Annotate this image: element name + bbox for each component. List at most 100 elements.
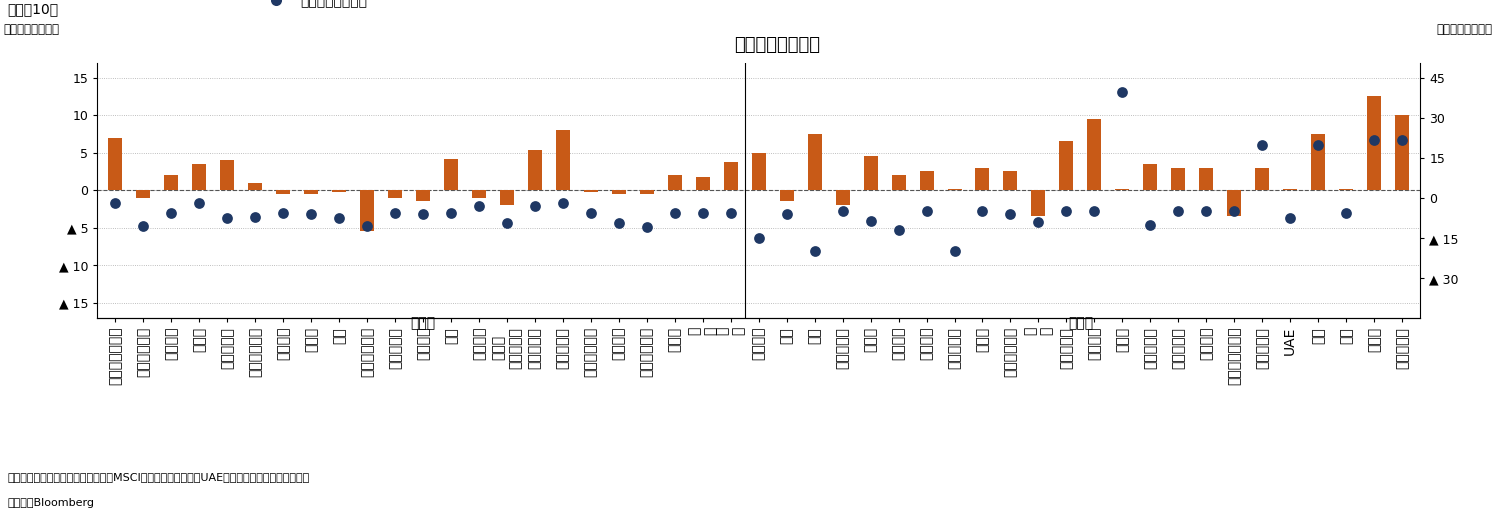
Point bbox=[1166, 207, 1190, 216]
Bar bbox=[220, 160, 235, 190]
Point bbox=[1223, 207, 1247, 216]
Bar bbox=[919, 171, 933, 190]
Bar bbox=[528, 151, 541, 190]
Point bbox=[1195, 207, 1218, 216]
Point bbox=[523, 202, 547, 210]
Bar bbox=[1256, 168, 1269, 190]
Point bbox=[132, 222, 155, 230]
Bar bbox=[108, 138, 123, 190]
Point bbox=[1138, 220, 1162, 229]
Bar bbox=[1003, 171, 1018, 190]
Bar bbox=[724, 163, 737, 190]
Point bbox=[1390, 135, 1414, 144]
Bar bbox=[1340, 189, 1353, 190]
Legend: 前月末比, 前年末比（右軸）: 前月末比, 前年末比（右軸） bbox=[256, 0, 374, 14]
Bar bbox=[332, 190, 347, 192]
Bar bbox=[1032, 190, 1045, 216]
Point bbox=[579, 208, 602, 217]
Bar bbox=[1311, 134, 1325, 190]
Bar bbox=[780, 190, 794, 202]
Point bbox=[160, 208, 184, 217]
Text: （資料）Bloomberg: （資料）Bloomberg bbox=[7, 498, 94, 508]
Bar bbox=[472, 190, 486, 197]
Point bbox=[1250, 141, 1274, 149]
Point bbox=[999, 210, 1023, 218]
Point bbox=[440, 208, 463, 217]
Text: （前月末比、％）: （前月末比、％） bbox=[3, 23, 58, 36]
Bar bbox=[1199, 168, 1214, 190]
Bar bbox=[1060, 141, 1073, 190]
Point bbox=[803, 247, 827, 255]
Point bbox=[244, 213, 268, 221]
Bar bbox=[640, 190, 653, 194]
Point bbox=[1027, 218, 1051, 226]
Point bbox=[1278, 214, 1302, 222]
Point bbox=[495, 219, 519, 228]
Bar bbox=[976, 168, 990, 190]
Text: 先進国: 先進国 bbox=[411, 316, 435, 330]
Point bbox=[356, 222, 380, 230]
Bar bbox=[891, 175, 906, 190]
Point bbox=[858, 217, 882, 225]
Bar bbox=[389, 190, 402, 197]
Point bbox=[1362, 135, 1386, 144]
Bar bbox=[864, 156, 878, 190]
Point bbox=[831, 207, 855, 216]
Bar bbox=[807, 134, 822, 190]
Point bbox=[271, 208, 295, 217]
Bar bbox=[1171, 168, 1186, 190]
Bar bbox=[695, 177, 710, 190]
Bar bbox=[136, 190, 151, 197]
Bar bbox=[752, 153, 765, 190]
Bar bbox=[556, 130, 570, 190]
Bar bbox=[444, 158, 457, 190]
Point bbox=[1082, 207, 1106, 216]
Point bbox=[552, 200, 576, 208]
Bar bbox=[668, 175, 682, 190]
Point bbox=[1054, 207, 1078, 216]
Text: 各国の株価変動率: 各国の株価変動率 bbox=[734, 36, 821, 55]
Bar bbox=[416, 190, 431, 202]
Bar bbox=[1366, 96, 1381, 190]
Bar bbox=[585, 190, 598, 192]
Bar bbox=[499, 190, 514, 205]
Bar bbox=[360, 190, 374, 231]
Point bbox=[635, 223, 659, 231]
Point bbox=[1334, 208, 1357, 217]
Bar bbox=[611, 190, 626, 194]
Bar bbox=[193, 164, 206, 190]
Bar bbox=[248, 183, 262, 190]
Bar bbox=[1087, 119, 1102, 190]
Bar bbox=[277, 190, 290, 194]
Point bbox=[746, 234, 771, 242]
Text: （注）各国指数は現地通貨ベースのMSCI構成指数、ただし、UAEはサウジ・タダウル全株指数: （注）各国指数は現地通貨ベースのMSCI構成指数、ただし、UAEはサウジ・タダウ… bbox=[7, 472, 309, 482]
Point bbox=[187, 200, 211, 208]
Point bbox=[942, 247, 966, 255]
Bar bbox=[1144, 164, 1157, 190]
Point bbox=[327, 214, 351, 222]
Point bbox=[1307, 141, 1331, 149]
Point bbox=[411, 210, 435, 218]
Point bbox=[466, 202, 490, 210]
Bar bbox=[1283, 189, 1298, 190]
Point bbox=[103, 200, 127, 208]
Point bbox=[1111, 88, 1135, 96]
Bar bbox=[1115, 189, 1129, 190]
Text: （前年末比、％）: （前年末比、％） bbox=[1437, 23, 1492, 36]
Point bbox=[915, 207, 939, 216]
Bar bbox=[836, 190, 849, 205]
Bar bbox=[1395, 115, 1410, 190]
Bar bbox=[948, 189, 961, 190]
Point bbox=[887, 226, 910, 234]
Point bbox=[383, 208, 407, 217]
Text: 新興国: 新興国 bbox=[1067, 316, 1093, 330]
Point bbox=[607, 219, 631, 228]
Point bbox=[691, 208, 715, 217]
Bar bbox=[303, 190, 318, 194]
Point bbox=[299, 210, 323, 218]
Bar bbox=[1227, 190, 1241, 216]
Point bbox=[662, 208, 686, 217]
Point bbox=[970, 207, 994, 216]
Point bbox=[719, 208, 743, 217]
Bar bbox=[164, 175, 178, 190]
